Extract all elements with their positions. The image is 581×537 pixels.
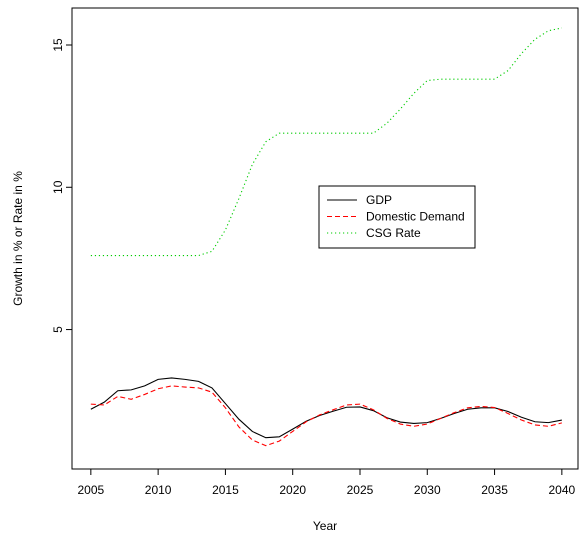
legend-label: CSG Rate [366, 226, 421, 240]
series-line-gdp [90, 377, 562, 439]
x-tick-label: 2025 [347, 483, 374, 497]
plot-frame [71, 7, 579, 470]
legend: GDP Domestic Demand CSG Rate [318, 185, 476, 249]
y-tick-label: 15 [51, 38, 65, 52]
series-line-domestic-demand [90, 385, 562, 447]
y-axis-title: Growth in % or Rate in % [11, 171, 25, 306]
x-tick-label: 2030 [414, 483, 441, 497]
y-tick-label: 5 [51, 326, 65, 333]
legend-label: Domestic Demand [366, 210, 465, 224]
x-tick-label: 2035 [481, 483, 508, 497]
legend-label: GDP [366, 193, 392, 207]
x-tick-label: 2010 [145, 483, 172, 497]
plot-area: 2005 2010 2015 2020 2025 2030 2035 2040 5 10 15 GDP… [51, 7, 579, 497]
x-tick-label: 2005 [77, 483, 104, 497]
x-tick-label: 2040 [548, 483, 575, 497]
y-tick-label: 10 [51, 180, 65, 194]
x-tick-label: 2015 [212, 483, 239, 497]
x-axis-title: Year [313, 519, 337, 533]
x-tick-label: 2020 [279, 483, 306, 497]
